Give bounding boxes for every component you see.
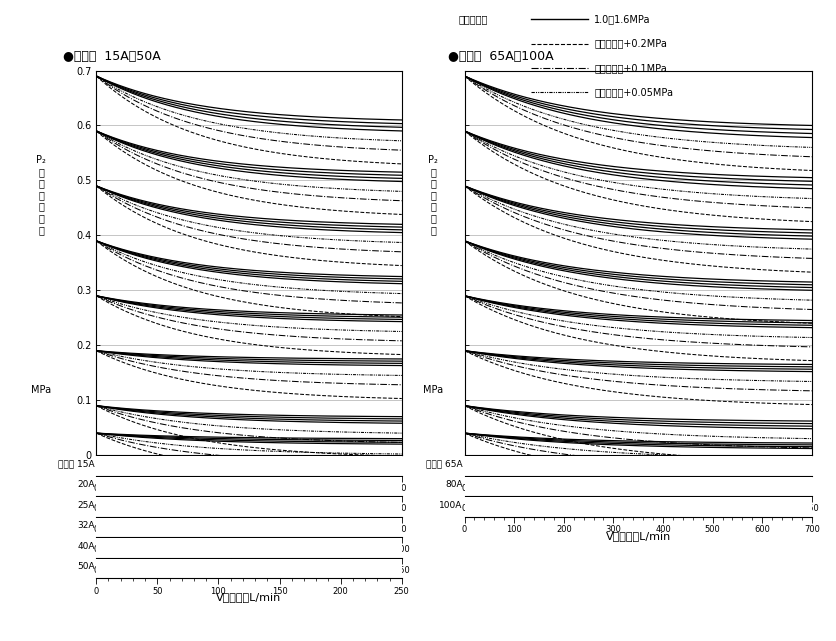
Text: P₂
：
二
次
側
圧
力: P₂ ： 二 次 側 圧 力 — [36, 155, 46, 235]
Text: 100A: 100A — [439, 501, 462, 510]
Text: P₂
：
二
次
側
圧
力: P₂ ： 二 次 側 圧 力 — [428, 155, 438, 235]
Text: 50A: 50A — [77, 562, 94, 571]
Text: MPa: MPa — [423, 385, 443, 395]
Text: 1.0～1.6MPa: 1.0～1.6MPa — [594, 14, 650, 24]
Text: ●呼び径  15A～50A: ●呼び径 15A～50A — [63, 50, 161, 63]
Text: 32A: 32A — [77, 521, 94, 530]
Text: 二次側圧力+0.1MPa: 二次側圧力+0.1MPa — [594, 63, 666, 73]
Text: 一次側圧力: 一次側圧力 — [458, 14, 487, 24]
Text: 二次側圧力+0.2MPa: 二次側圧力+0.2MPa — [594, 38, 666, 49]
Text: 呼び径 15A: 呼び径 15A — [58, 460, 94, 469]
Text: 20A: 20A — [77, 480, 94, 489]
Text: 40A: 40A — [77, 542, 94, 551]
Text: ●呼び径  65A～100A: ●呼び径 65A～100A — [447, 50, 553, 63]
Text: 80A: 80A — [445, 480, 462, 489]
Text: 25A: 25A — [77, 501, 94, 510]
Text: V：流　量L/min: V：流 量L/min — [217, 592, 281, 603]
Text: 呼び径 65A: 呼び径 65A — [426, 460, 462, 469]
Text: MPa: MPa — [31, 385, 51, 395]
Text: V：流　量L/min: V：流 量L/min — [605, 531, 670, 541]
Text: 二次側圧力+0.05MPa: 二次側圧力+0.05MPa — [594, 87, 672, 97]
